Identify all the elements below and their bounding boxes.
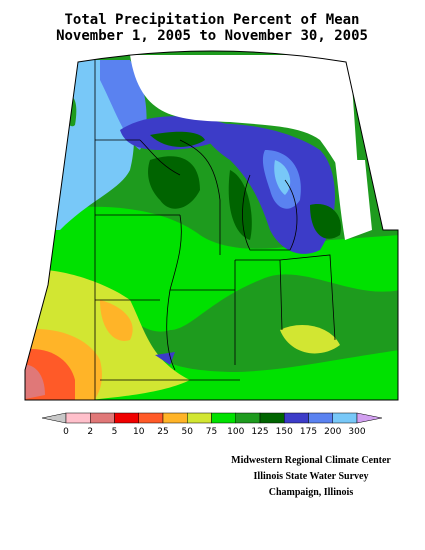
legend-above: [356, 412, 383, 424]
legend-label: 150: [276, 427, 293, 437]
legend-swatch: [114, 412, 139, 424]
legend-label: 75: [206, 427, 217, 437]
credit: Champaign, Illinois: [269, 487, 354, 498]
title: Total Precipitation Percent of Mean: [64, 12, 359, 28]
legend-swatch: [90, 412, 115, 424]
legend-label: 300: [348, 427, 365, 437]
credit: Midwestern Regional Climate Center: [231, 455, 391, 466]
legend-label: 200: [324, 427, 341, 437]
legend-label: 25: [157, 427, 168, 437]
legend-swatch: [138, 412, 164, 424]
legend-label: 175: [300, 427, 317, 437]
legend-swatch: [284, 412, 309, 424]
legend-swatch: [259, 412, 285, 424]
legend-label: 100: [227, 427, 244, 437]
legend-swatch: [65, 412, 91, 424]
legend-label: 125: [251, 427, 268, 437]
legend-swatch: [211, 412, 236, 424]
legend-label: 50: [182, 427, 194, 437]
subtitle: November 1, 2005 to November 30, 2005: [56, 28, 368, 44]
legend-label: 2: [87, 427, 93, 437]
legend-swatch: [235, 412, 261, 424]
legend-swatch: [308, 412, 333, 424]
legend-label: 5: [112, 427, 118, 437]
legend-label: 10: [133, 427, 145, 437]
legend-below: [41, 412, 67, 424]
map: [25, 51, 398, 400]
color-legend: 0 2 5 10 25 50 75 100 125 150 175 200 300: [41, 412, 383, 437]
legend-swatch: [162, 412, 188, 424]
legend-swatch: [332, 412, 358, 424]
legend-label: 0: [63, 427, 69, 437]
legend-swatch: [187, 412, 212, 424]
map-frame: [24, 50, 399, 401]
credit: Illinois State Water Survey: [254, 471, 369, 482]
